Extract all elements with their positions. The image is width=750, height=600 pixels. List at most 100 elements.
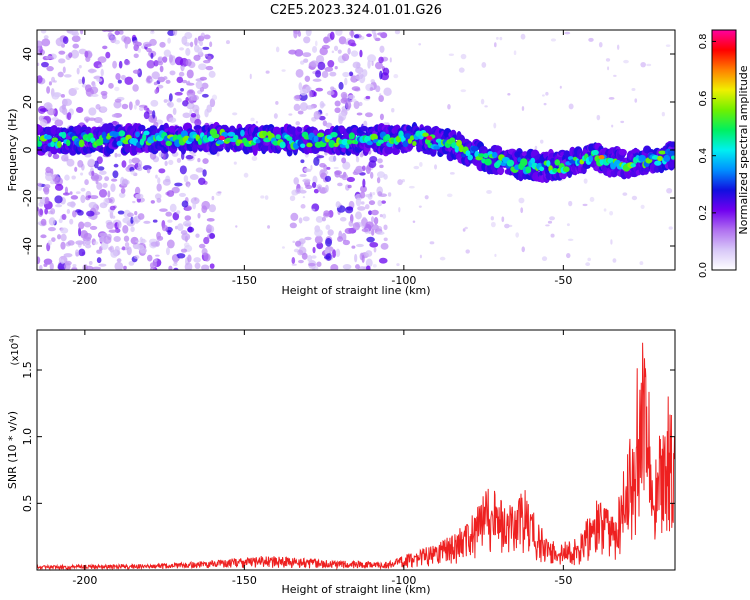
noise-cell [128,101,133,111]
noise-cell [71,175,76,180]
noise-cell [108,246,113,251]
noise-cell [486,190,492,194]
noise-cell [137,213,145,220]
noise-cell [325,122,333,128]
noise-cell [365,95,371,100]
noise-cell [341,53,350,62]
noise-cell [382,67,390,76]
y-tick-label: 1.5 [21,361,34,379]
noise-cell [37,206,40,212]
noise-cell [365,258,373,268]
ridge-cell [630,163,636,168]
noise-cell [545,224,550,227]
noise-cell [620,120,625,124]
noise-cell [184,262,193,270]
noise-cell [352,222,361,231]
noise-cell [362,178,366,188]
noise-cell [122,217,131,224]
noise-cell [334,170,343,176]
noise-cell [134,104,137,110]
noise-cell [375,85,381,93]
noise-cell [610,239,613,245]
noise-cell [197,212,201,219]
noise-cell [378,257,388,264]
noise-cell [507,92,511,96]
noise-cell [566,223,570,227]
ridge-cell [474,150,480,158]
noise-cell [166,239,175,249]
noise-cell [63,98,72,107]
noise-cell [163,76,168,80]
noise-cell [235,225,238,228]
noise-cell [354,253,358,263]
noise-cell [44,208,49,215]
noise-cell [127,212,134,218]
y-tick-label: 20 [21,95,34,109]
noise-cell [154,88,159,95]
noise-cell [233,161,237,165]
noise-cell [347,94,356,100]
noise-cell [132,69,140,74]
noise-cell [206,104,213,113]
noise-cell [128,158,133,164]
ridge-cell [384,144,394,155]
noise-cell [66,208,71,215]
ridge-cell [240,129,245,137]
noise-cell [197,47,203,55]
noise-cell [165,79,171,84]
noise-cell [92,266,102,270]
noise-cell [71,31,80,37]
noise-cell [201,264,210,270]
noise-cell [211,94,218,101]
y-tick-label: 40 [21,47,34,61]
noise-cell [173,267,179,270]
noise-cell [369,87,374,91]
noise-cell [568,200,573,207]
noise-cell [174,56,184,66]
ridge-cell [56,140,62,148]
noise-cell [325,224,331,230]
noise-cell [169,70,176,76]
ridge-cell [669,141,675,148]
noise-cell [37,256,41,265]
noise-cell [623,59,629,64]
noise-cell [424,195,429,200]
noise-cell [668,226,673,230]
noise-cell [603,208,607,212]
noise-cell [80,187,86,192]
noise-cell [124,59,131,66]
x-tick-label: -50 [554,274,572,287]
noise-cell [133,44,140,52]
noise-cell [368,210,373,216]
noise-cell [114,39,120,45]
noise-cell [100,68,104,77]
colorbar-tick-label: 0.4 [698,148,709,164]
noise-cell [393,73,399,79]
noise-cell [377,158,383,164]
noise-cell [55,204,63,208]
noise-cell [225,40,230,45]
noise-cell [155,174,158,179]
noise-cell [185,58,192,67]
noise-cell [204,53,209,57]
noise-cell [117,79,122,84]
ridge-cell [402,140,409,148]
noise-cell [104,176,110,182]
noise-cell [379,45,385,53]
noise-cell [308,90,313,98]
noise-cell [319,47,328,56]
noise-cell [85,118,89,123]
noise-cell [100,121,105,126]
ridge-cell [313,135,319,143]
noise-cell [181,65,185,71]
noise-cell [294,240,302,247]
noise-cell [490,216,494,221]
noise-cell [499,36,503,41]
noise-cell [152,219,158,223]
noise-cell [339,217,347,222]
noise-cell [151,71,160,80]
noise-cell [568,103,574,110]
noise-cell [146,59,155,69]
noise-cell [135,240,140,243]
